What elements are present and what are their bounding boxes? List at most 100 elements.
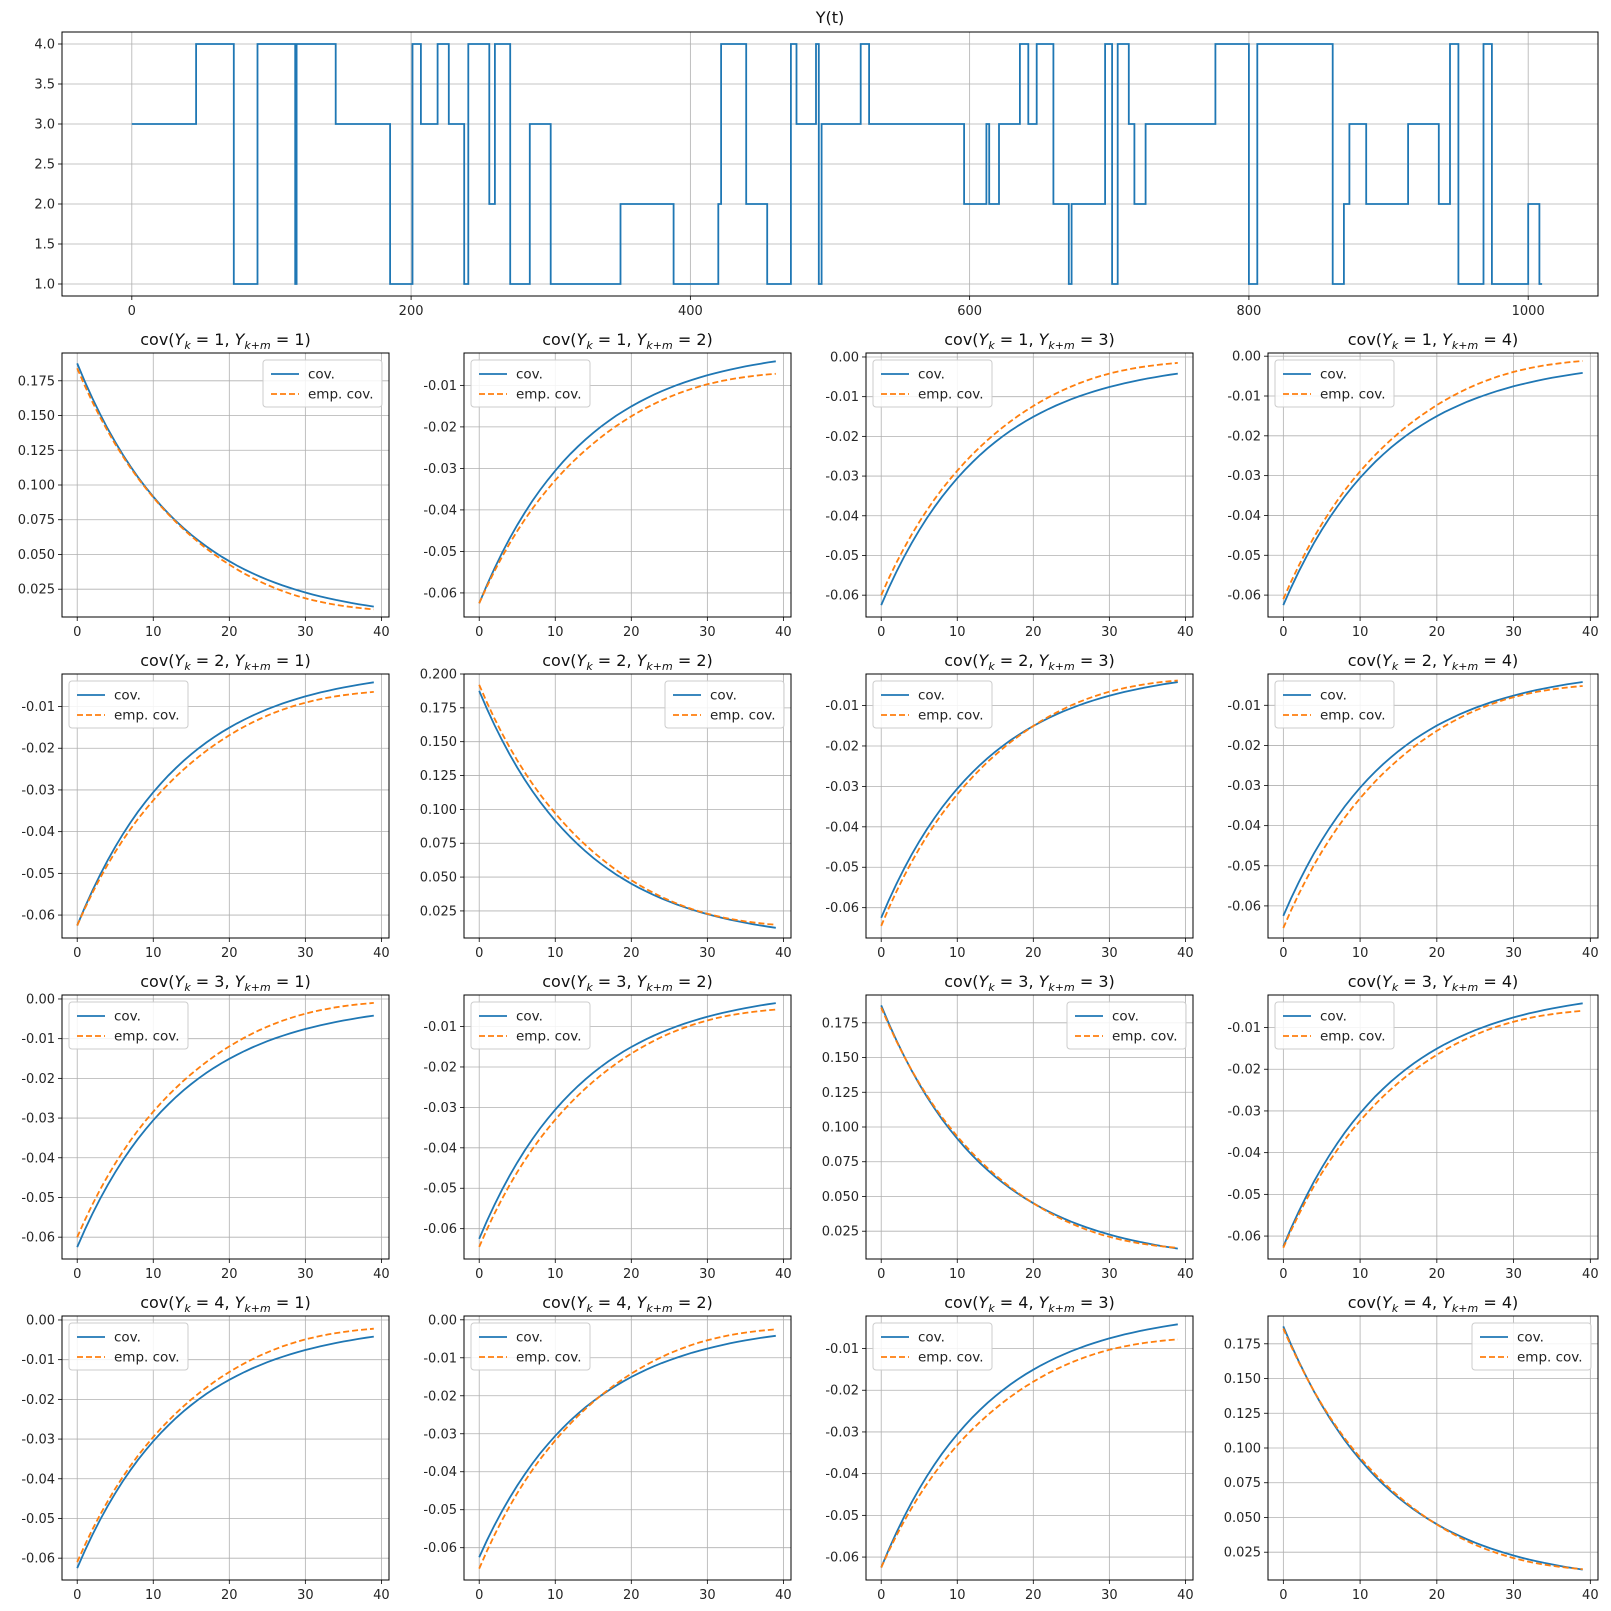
x-tick-label: 30 bbox=[297, 946, 314, 961]
plot-frame bbox=[1267, 1315, 1599, 1581]
x-tick-label: 0 bbox=[1279, 1267, 1287, 1282]
series-line-yt bbox=[131, 43, 1543, 285]
x-tick-label: 30 bbox=[297, 625, 314, 640]
legend-label-cov: cov. bbox=[1112, 1009, 1139, 1025]
y-tick-label: 0.00 bbox=[26, 992, 55, 1007]
x-tick-label: 10 bbox=[145, 625, 162, 640]
panel-title: cov(Yk = 2, Yk+m = 3) bbox=[944, 651, 1114, 673]
legend-box bbox=[470, 359, 591, 408]
y-tick-label: -0.01 bbox=[1227, 390, 1261, 405]
x-tick-label: 30 bbox=[699, 1588, 716, 1603]
y-tick-label: 0.100 bbox=[822, 1121, 859, 1136]
legend-label-cov: cov. bbox=[114, 1330, 141, 1346]
x-tick-label: 200 bbox=[399, 304, 424, 319]
y-tick-label: 0.050 bbox=[822, 1190, 859, 1205]
panel-cov-3-1: 0 10 20 30 40 -0.06 -0.05 -0.04 -0.03 -0.02 -0.01 0… bbox=[21, 972, 389, 1282]
y-tick-label: -0.04 bbox=[423, 1465, 457, 1480]
series-line-emp-cov bbox=[478, 1008, 776, 1248]
y-tick-label: 0.00 bbox=[26, 1313, 55, 1328]
x-tick-label: 20 bbox=[1025, 625, 1042, 640]
y-tick-label: -0.01 bbox=[825, 390, 859, 405]
series-line-cov bbox=[880, 1323, 1178, 1568]
y-tick-label: -0.01 bbox=[21, 1032, 55, 1047]
series-line-cov bbox=[880, 372, 1178, 606]
panel-title: cov(Yk = 1, Yk+m = 3) bbox=[944, 330, 1114, 352]
x-tick-label: 10 bbox=[547, 625, 564, 640]
x-tick-label: 800 bbox=[1236, 304, 1261, 319]
x-tick-label: 10 bbox=[1352, 1267, 1369, 1282]
legend: cov. emp. cov. bbox=[872, 1322, 993, 1371]
legend-label-emp-cov: emp. cov. bbox=[114, 1350, 180, 1366]
x-tick-label: 30 bbox=[1101, 1267, 1118, 1282]
x-tick-label: 10 bbox=[949, 625, 966, 640]
x-tick-label: 20 bbox=[1429, 1588, 1446, 1603]
panel-title: cov(Yk = 4, Yk+m = 1) bbox=[140, 1293, 310, 1315]
y-tick-label: 4.0 bbox=[34, 38, 55, 53]
legend-label-cov: cov. bbox=[114, 1009, 141, 1025]
legend-label-emp-cov: emp. cov. bbox=[516, 1350, 582, 1366]
legend: cov. emp. cov. bbox=[68, 1322, 189, 1371]
x-tick-label: 30 bbox=[297, 1588, 314, 1603]
y-tick-label: -0.02 bbox=[1227, 739, 1261, 754]
y-tick-label: 0.125 bbox=[18, 444, 55, 459]
y-tick-label: -0.01 bbox=[423, 1351, 457, 1366]
y-tick-label: -0.06 bbox=[21, 1552, 55, 1567]
y-tick-label: 2.0 bbox=[34, 198, 55, 213]
legend-label-emp-cov: emp. cov. bbox=[1112, 1029, 1178, 1045]
top-chart: 0 200 400 600 800 1000 1.0 1.5 2.0 2.5 3.0 3.5 4.0 Y(… bbox=[34, 8, 1599, 319]
y-tick-label: -0.02 bbox=[423, 1060, 457, 1075]
y-tick-label: 0.150 bbox=[18, 409, 55, 424]
legend-box bbox=[262, 359, 383, 408]
legend-label-cov: cov. bbox=[308, 367, 335, 383]
x-tick-label: 1000 bbox=[1512, 304, 1545, 319]
y-tick-label: 0.050 bbox=[1224, 1511, 1261, 1526]
legend-box bbox=[1274, 1001, 1395, 1050]
legend-box bbox=[68, 1322, 189, 1371]
x-tick-label: 20 bbox=[623, 1588, 640, 1603]
y-tick-label: 0.150 bbox=[822, 1051, 859, 1066]
series-line-emp-cov bbox=[880, 1338, 1178, 1568]
x-tick-label: 10 bbox=[145, 1588, 162, 1603]
x-tick-label: 0 bbox=[128, 304, 136, 319]
x-tick-label: 10 bbox=[949, 946, 966, 961]
series-line-cov bbox=[880, 681, 1178, 919]
y-tick-label: 0.075 bbox=[822, 1155, 859, 1170]
series-line-cov bbox=[1282, 372, 1583, 606]
x-tick-label: 40 bbox=[1582, 946, 1599, 961]
series-line-emp-cov bbox=[880, 1007, 1178, 1249]
series-line-emp-cov bbox=[76, 1002, 374, 1238]
legend: cov. emp. cov. bbox=[470, 1001, 591, 1050]
x-tick-label: 30 bbox=[1101, 1588, 1118, 1603]
y-tick-label: -0.01 bbox=[825, 699, 859, 714]
legend-label-emp-cov: emp. cov. bbox=[114, 1029, 180, 1045]
series-line-emp-cov bbox=[76, 1327, 374, 1563]
y-tick-label: -0.02 bbox=[825, 430, 859, 445]
legend-box bbox=[872, 359, 993, 408]
panel-title: cov(Yk = 1, Yk+m = 1) bbox=[140, 330, 310, 352]
y-tick-label: 0.075 bbox=[420, 837, 457, 852]
legend-box bbox=[1471, 1322, 1592, 1371]
panel-cov-2-2: 0 10 20 30 40 0.025 0.050 0.075 0.100 0.125 0.150 0… bbox=[420, 651, 792, 961]
x-tick-label: 30 bbox=[1101, 946, 1118, 961]
y-tick-label: 0.100 bbox=[1224, 1442, 1261, 1457]
y-tick-label: -0.06 bbox=[825, 1551, 859, 1566]
x-tick-label: 0 bbox=[73, 946, 81, 961]
x-tick-label: 400 bbox=[678, 304, 703, 319]
legend-label-emp-cov: emp. cov. bbox=[516, 1029, 582, 1045]
y-tick-label: -0.05 bbox=[21, 1512, 55, 1527]
y-tick-label: -0.03 bbox=[1227, 1104, 1261, 1119]
plot-frame bbox=[463, 673, 792, 939]
x-tick-label: 20 bbox=[1429, 1267, 1446, 1282]
legend-box bbox=[1066, 1001, 1187, 1050]
x-tick-label: 0 bbox=[877, 1267, 885, 1282]
y-tick-label: 0.100 bbox=[18, 479, 55, 494]
legend-label-emp-cov: emp. cov. bbox=[1320, 708, 1386, 724]
legend-label-cov: cov. bbox=[710, 688, 737, 704]
x-tick-label: 0 bbox=[1279, 946, 1287, 961]
y-tick-label: -0.06 bbox=[1227, 589, 1261, 604]
x-tick-label: 0 bbox=[73, 1267, 81, 1282]
y-tick-label: 0.025 bbox=[420, 904, 457, 919]
x-tick-label: 10 bbox=[1352, 625, 1369, 640]
panel-title: cov(Yk = 2, Yk+m = 1) bbox=[140, 651, 310, 673]
y-tick-label: -0.02 bbox=[21, 1072, 55, 1087]
